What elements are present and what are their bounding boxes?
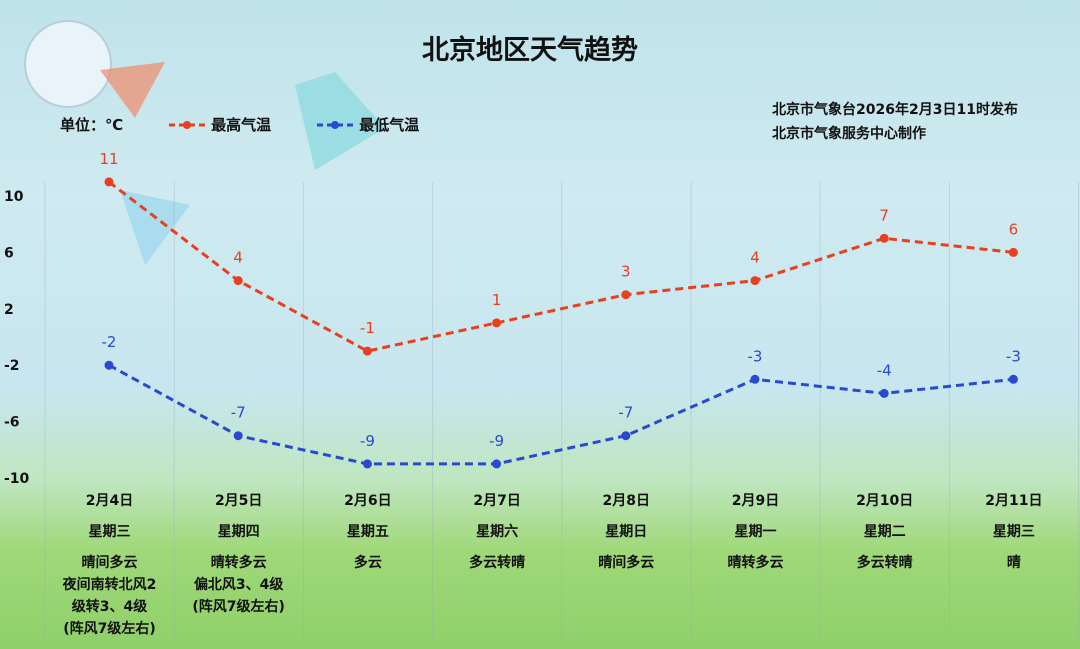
- data-label: 4: [233, 249, 243, 267]
- data-point: [1008, 374, 1018, 384]
- day-wind: (阵风7级左右): [63, 621, 156, 637]
- day-condition: 晴转多云: [210, 555, 267, 571]
- day-wind: 偏北风3、4级: [193, 577, 284, 593]
- data-label: -3: [748, 347, 763, 365]
- data-label: 3: [621, 263, 631, 281]
- data-point: [879, 388, 889, 398]
- data-point: [492, 318, 502, 328]
- day-date: 2月8日: [602, 493, 651, 509]
- data-label: 6: [1009, 220, 1019, 238]
- data-label: -1: [360, 319, 375, 337]
- data-point: [750, 374, 760, 384]
- day-date: 2月5日: [214, 493, 263, 509]
- day-condition: 晴间多云: [81, 555, 138, 571]
- y-tick-label: 6: [4, 245, 14, 261]
- day-column: 2月11日星期三晴: [949, 486, 1078, 574]
- day-condition: 晴: [1006, 555, 1021, 571]
- day-date: 2月10日: [856, 493, 914, 509]
- y-tick-label: 2: [4, 302, 14, 318]
- data-label: -3: [1006, 347, 1021, 365]
- data-label: 11: [99, 150, 118, 168]
- data-label: -9: [360, 432, 375, 450]
- day-column: 2月8日星期日晴间多云: [562, 486, 691, 574]
- data-point: [879, 233, 889, 243]
- day-condition: 多云转晴: [856, 555, 913, 571]
- data-point: [104, 360, 114, 370]
- day-date: 2月9日: [731, 493, 780, 509]
- day-column: 2月6日星期五多云: [303, 486, 432, 574]
- day-condition: 晴间多云: [598, 555, 655, 571]
- series-line-high: [108, 180, 1014, 353]
- day-weekday: 星期四: [217, 524, 260, 540]
- legend: 单位：℃ 最高气温 最低气温: [60, 114, 419, 135]
- data-label: -7: [618, 404, 633, 422]
- data-point: [362, 346, 372, 356]
- day-column: 2月7日星期六多云转晴: [433, 486, 562, 574]
- legend-high: 最高气温: [169, 114, 271, 135]
- day-weekday: 星期二: [863, 524, 906, 540]
- day-weekday: 星期三: [992, 524, 1035, 540]
- data-point: [1008, 247, 1018, 257]
- y-tick-label: -2: [4, 358, 20, 374]
- day-column: 2月10日星期二多云转晴: [820, 486, 949, 574]
- issuer-info: 北京市气象台2026年2月3日11时发布 北京市气象服务中心制作: [772, 102, 1018, 142]
- legend-low: 最低气温: [317, 114, 419, 135]
- day-wind: (阵风7级左右): [192, 599, 285, 615]
- day-weekday: 星期一: [734, 524, 777, 540]
- day-column: 2月9日星期一晴转多云: [691, 486, 820, 574]
- data-point: [233, 276, 243, 286]
- day-wind: 夜间南转北风2: [62, 577, 157, 593]
- day-weekday: 星期日: [605, 524, 648, 540]
- y-tick-label: 10: [4, 189, 24, 205]
- day-date: 2月11日: [985, 493, 1043, 509]
- chart-title: 北京地区天气趋势: [422, 35, 638, 66]
- data-point: [621, 431, 631, 441]
- data-label: 7: [879, 206, 889, 224]
- data-label: -2: [102, 333, 117, 351]
- data-point: [750, 276, 760, 286]
- y-tick-label: -10: [4, 471, 30, 487]
- y-tick-label: -6: [4, 415, 20, 431]
- data-point: [492, 459, 502, 469]
- legend-high-swatch: [169, 120, 206, 129]
- data-label: 1: [492, 291, 502, 309]
- meteorological-logo: [24, 20, 112, 108]
- day-weekday: 星期五: [346, 524, 389, 540]
- day-date: 2月4日: [85, 493, 134, 509]
- data-point: [104, 177, 114, 187]
- day-date: 2月6日: [344, 493, 392, 509]
- day-condition: 多云: [353, 555, 382, 571]
- day-wind: 级转3、4级: [71, 599, 148, 615]
- day-date: 2月7日: [473, 493, 521, 509]
- data-label: -7: [231, 404, 246, 422]
- kite-decoration: [100, 62, 385, 265]
- day-weekday: 星期六: [476, 524, 519, 540]
- data-label: -4: [877, 361, 892, 379]
- day-condition: 多云转晴: [469, 555, 526, 571]
- data-label: 4: [750, 249, 760, 267]
- day-weekday: 星期三: [88, 524, 131, 540]
- series-line-low: [108, 363, 1014, 466]
- data-point: [621, 290, 631, 300]
- data-label: -9: [489, 432, 504, 450]
- day-condition: 晴转多云: [727, 555, 784, 571]
- day-column: 2月4日星期三晴间多云夜间南转北风2 级转3、4级 (阵风7级左右): [45, 486, 174, 640]
- day-column: 2月5日星期四晴转多云偏北风3、4级 (阵风7级左右): [174, 486, 303, 618]
- legend-low-swatch: [317, 120, 354, 129]
- unit-label: 单位：℃: [60, 116, 124, 134]
- data-point: [233, 431, 243, 441]
- data-point: [362, 459, 372, 469]
